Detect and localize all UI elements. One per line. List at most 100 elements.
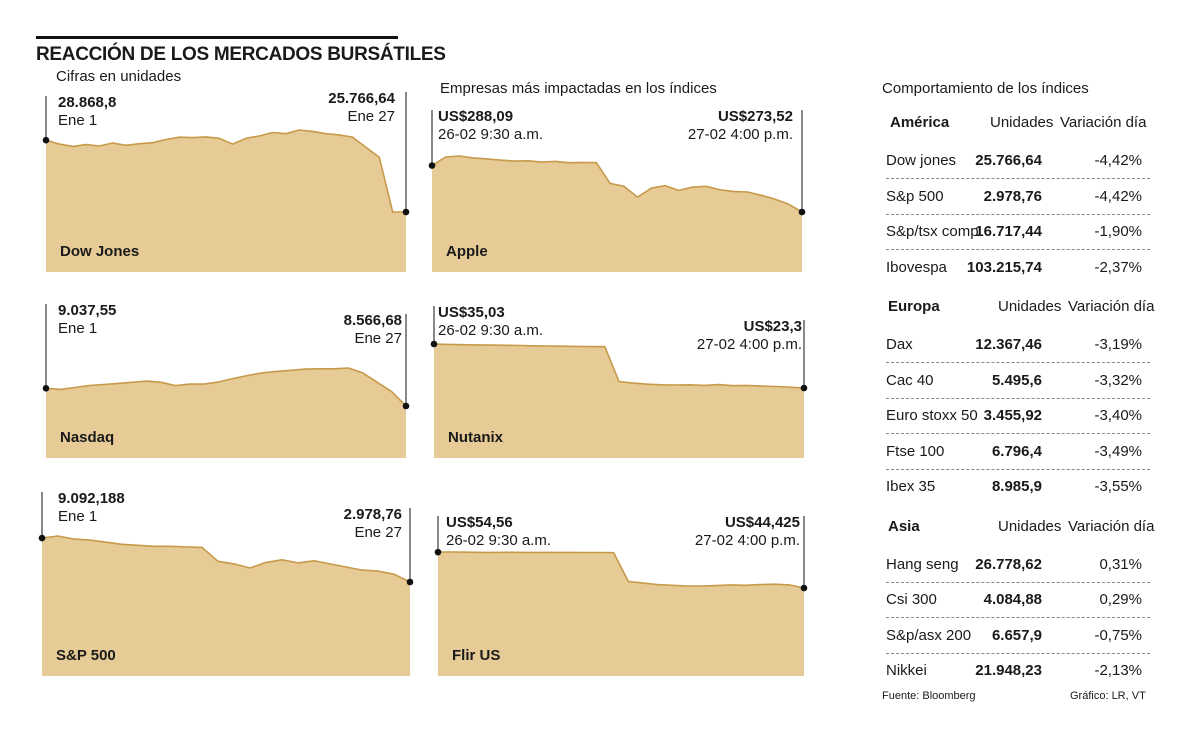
table-row: Ftse 100 6.796,4 -3,49% — [886, 435, 1150, 470]
index-change: -3,49% — [1094, 442, 1142, 460]
start-value-flir: US$54,56 — [446, 514, 513, 531]
series-area-nutanix — [434, 344, 804, 458]
index-name: S&p 500 — [886, 187, 944, 205]
group-header-2: Asia — [888, 517, 920, 535]
index-change: -0,75% — [1094, 626, 1142, 644]
end-value-dow-jones: 25.766,64 — [328, 90, 395, 107]
series-area-apple — [432, 156, 802, 272]
index-units: 103.215,74 — [966, 258, 1042, 276]
title-rule — [36, 36, 398, 39]
chart-panel-sp500: S&P 500 — [38, 490, 414, 676]
end-value-flir: US$44,425 — [724, 514, 800, 531]
series-line-nutanix — [433, 343, 805, 389]
row-divider — [886, 617, 1150, 618]
chart-svg-nutanix — [430, 306, 808, 458]
end-point-nasdaq — [402, 402, 410, 410]
end-value-nasdaq: 8.566,68 — [343, 312, 402, 329]
chart-panel-nasdaq: Nasdaq — [42, 296, 410, 458]
chart-panel-flir: Flir US — [434, 506, 808, 676]
index-units: 6.796,4 — [991, 442, 1042, 460]
start-date-flir: 26-02 9:30 a.m. — [446, 532, 552, 549]
start-date-nasdaq: Ene 1 — [58, 320, 98, 337]
row-divider — [886, 249, 1150, 250]
companies-title: Empresas más impactadas en los índices — [440, 80, 717, 97]
start-value-dow-jones: 28.868,8 — [58, 94, 117, 111]
col-header-units: Unidades — [998, 298, 1062, 315]
series-area-sp500 — [42, 536, 410, 676]
end-date-nutanix: 27-02 4:00 p.m. — [696, 336, 802, 353]
index-change: -1,90% — [1094, 223, 1142, 240]
table-row: S&p/asx 200 6.657,9 -0,75% — [886, 619, 1150, 654]
group-header-1: Europa — [888, 298, 940, 315]
row-divider — [886, 213, 1150, 215]
start-point-flir — [434, 548, 442, 556]
start-point-nutanix — [430, 340, 438, 348]
index-change: -2,13% — [1094, 662, 1142, 679]
index-name: Euro stoxx 50 — [886, 407, 978, 424]
row-divider — [886, 178, 1150, 179]
col-header-units: Unidades — [998, 517, 1062, 535]
start-value-nasdaq: 9.037,55 — [58, 302, 117, 319]
col-header-change: Variación día — [1068, 517, 1155, 535]
index-units: 12.367,46 — [975, 336, 1042, 353]
index-units: 26.778,62 — [975, 555, 1042, 573]
table-row: S&p 500 2.978,76 -4,42% — [886, 180, 1150, 215]
table-row: Cac 40 5.495,6 -3,32% — [886, 364, 1150, 399]
row-divider — [886, 362, 1150, 363]
chart-svg-nasdaq — [42, 304, 410, 458]
end-date-sp500: Ene 27 — [354, 524, 402, 541]
chart-svg-dow-jones — [42, 92, 410, 272]
table-row: Ibex 35 8.985,9 -3,55% — [886, 470, 1150, 505]
start-point-nasdaq — [42, 385, 50, 392]
start-date-nutanix: 26-02 9:30 a.m. — [438, 322, 544, 339]
chart-panel-apple: Apple — [428, 84, 806, 272]
col-header-units: Unidades — [990, 114, 1054, 131]
end-point-apple — [798, 208, 806, 216]
end-point-nutanix — [800, 384, 808, 392]
col-header-change: Variación día — [1068, 298, 1155, 315]
series-line-dow-jones — [45, 129, 406, 213]
end-date-dow-jones: Ene 27 — [347, 108, 395, 125]
series-area-nasdaq — [46, 368, 406, 458]
index-name: Hang seng — [886, 555, 959, 573]
start-value-apple: US$288,09 — [438, 108, 514, 125]
index-change: -3,40% — [1094, 407, 1142, 424]
series-line-nasdaq — [45, 367, 407, 407]
index-name: Cac 40 — [886, 371, 934, 389]
series-name-dow-jones: Dow Jones — [60, 243, 140, 260]
index-name: Nikkei — [886, 662, 927, 679]
table-row: Dax 12.367,46 -3,19% — [886, 328, 1150, 363]
index-units: 25.766,64 — [975, 152, 1042, 169]
table-row: S&p/tsx comp 16.717,44 -1,90% — [886, 215, 1150, 250]
start-point-apple — [428, 162, 436, 169]
index-units: 4.084,88 — [983, 591, 1042, 608]
group-header-0: América — [890, 114, 950, 131]
index-change: 0,29% — [1099, 591, 1142, 608]
index-change: -3,32% — [1094, 371, 1142, 389]
index-name: Dax — [886, 336, 913, 353]
table-row: Csi 300 4.084,88 0,29% — [886, 583, 1150, 618]
index-name: Csi 300 — [886, 591, 937, 608]
index-name: S&p/asx 200 — [886, 626, 972, 644]
end-date-flir: 27-02 4:00 p.m. — [694, 532, 800, 549]
index-units: 16.717,44 — [975, 223, 1042, 240]
end-point-sp500 — [406, 578, 414, 586]
table-title: Comportamiento de los índices — [882, 80, 1089, 97]
credit-note: Gráfico: LR, VT — [1070, 690, 1146, 702]
chart-panel-nutanix: Nutanix — [430, 296, 808, 458]
index-units: 5.495,6 — [991, 371, 1042, 389]
index-name: S&p/tsx comp — [886, 223, 979, 240]
start-date-sp500: Ene 1 — [58, 508, 98, 525]
table-row: Ibovespa 103.215,74 -2,37% — [886, 251, 1150, 286]
series-name-apple: Apple — [446, 243, 488, 260]
start-value-nutanix: US$35,03 — [438, 304, 505, 321]
table-row: Hang seng 26.778,62 0,31% — [886, 548, 1150, 583]
index-change: 0,31% — [1099, 555, 1142, 573]
series-name-nasdaq: Nasdaq — [60, 429, 115, 446]
start-value-sp500: 9.092,188 — [58, 490, 125, 507]
series-area-dow-jones — [46, 130, 406, 272]
index-units: 21.948,23 — [975, 662, 1042, 679]
table-row: Nikkei 21.948,23 -2,13% — [886, 654, 1150, 689]
index-units: 8.985,9 — [991, 478, 1042, 495]
row-divider — [886, 397, 1150, 399]
